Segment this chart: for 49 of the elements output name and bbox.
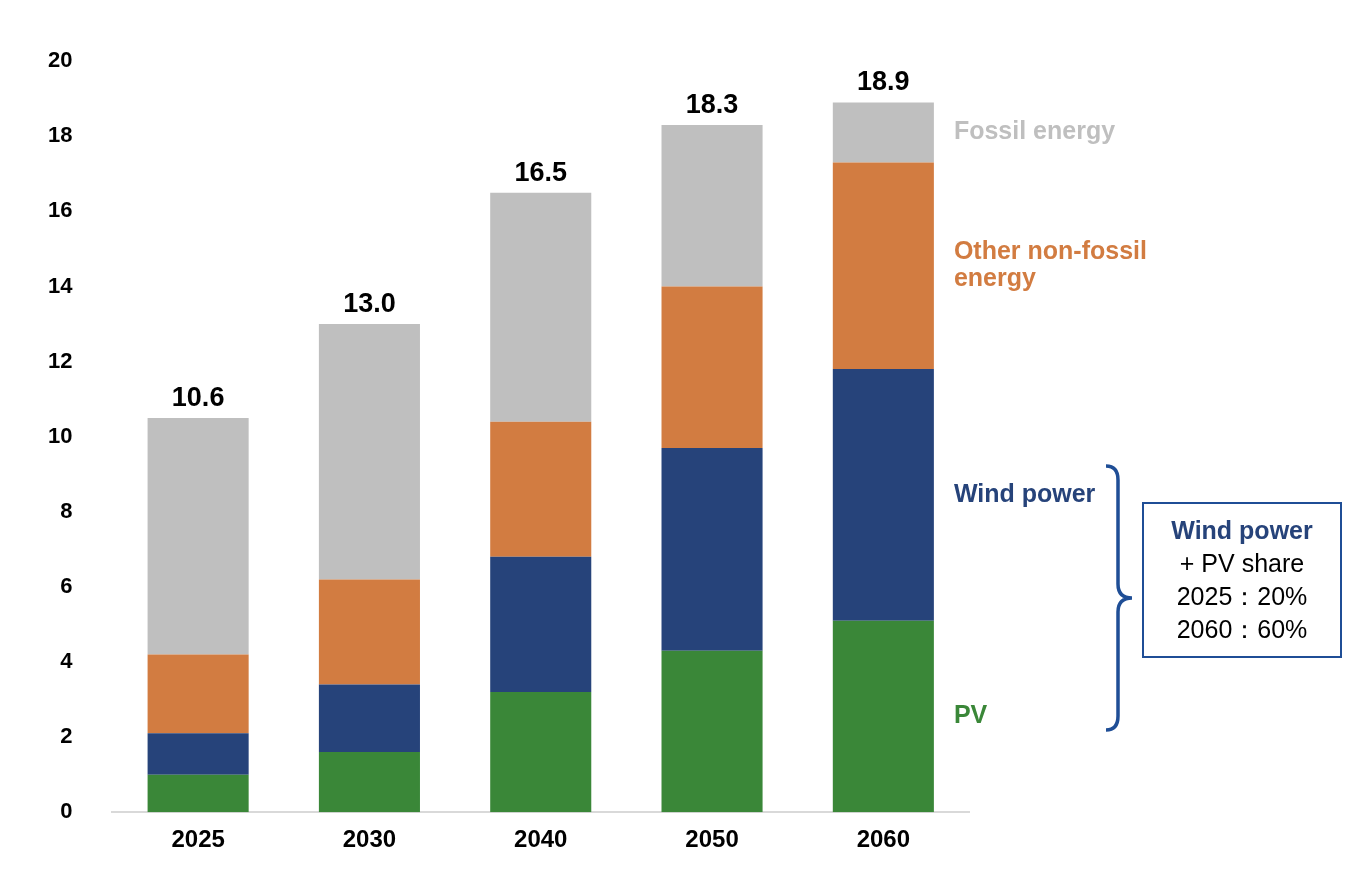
y-tick-label: 16 [47, 197, 73, 223]
total-label: 18.9 [857, 66, 910, 97]
bar [832, 102, 934, 163]
y-tick-label: 14 [47, 272, 74, 298]
x-tick-label: 2060 [856, 825, 911, 853]
bar [661, 125, 763, 287]
series-label: Fossil energy [953, 116, 1116, 145]
text: Wind power [1170, 515, 1314, 546]
bar [661, 447, 763, 651]
bar [318, 752, 420, 813]
series-label: Wind power [953, 478, 1096, 507]
y-tick-label: 18 [47, 122, 73, 148]
total-label: 13.0 [343, 288, 396, 318]
total-label: 18.3 [685, 88, 739, 119]
bar [661, 286, 763, 448]
total-label: 10.6 [171, 381, 225, 412]
bar [318, 579, 420, 685]
bar [147, 654, 249, 734]
y-tick-label: 8 [60, 497, 73, 523]
bar [490, 692, 592, 813]
bar [832, 369, 934, 621]
bar [147, 774, 249, 813]
bar [832, 620, 934, 813]
bar [147, 417, 249, 655]
series-label: PV [953, 700, 988, 729]
text: 2025：20% [1175, 581, 1309, 612]
x-tick-label: 2040 [514, 825, 568, 853]
y-tick-label: 12 [47, 347, 73, 373]
y-tick-label: 10 [47, 422, 73, 448]
text: 2060：60% [1175, 614, 1309, 645]
y-tick-label: 20 [47, 47, 73, 73]
bar [147, 733, 249, 775]
text: + PV share [1178, 548, 1306, 579]
y-tick-label: 0 [60, 798, 73, 824]
x-tick-label: 2030 [342, 825, 397, 853]
bar [490, 421, 592, 557]
bar [318, 684, 420, 753]
x-tick-label: 2050 [685, 825, 739, 853]
y-tick-label: 4 [60, 648, 74, 674]
bar [490, 556, 592, 693]
bar [490, 192, 592, 422]
total-label: 16.5 [514, 156, 568, 187]
x-tick-label: 2025 [171, 825, 225, 853]
y-tick-label: 6 [60, 572, 73, 598]
series-label: Other non-fossil energy [953, 236, 1147, 292]
bar [661, 650, 763, 813]
bar [318, 324, 420, 580]
bar [832, 162, 934, 370]
y-tick-label: 2 [60, 723, 73, 749]
